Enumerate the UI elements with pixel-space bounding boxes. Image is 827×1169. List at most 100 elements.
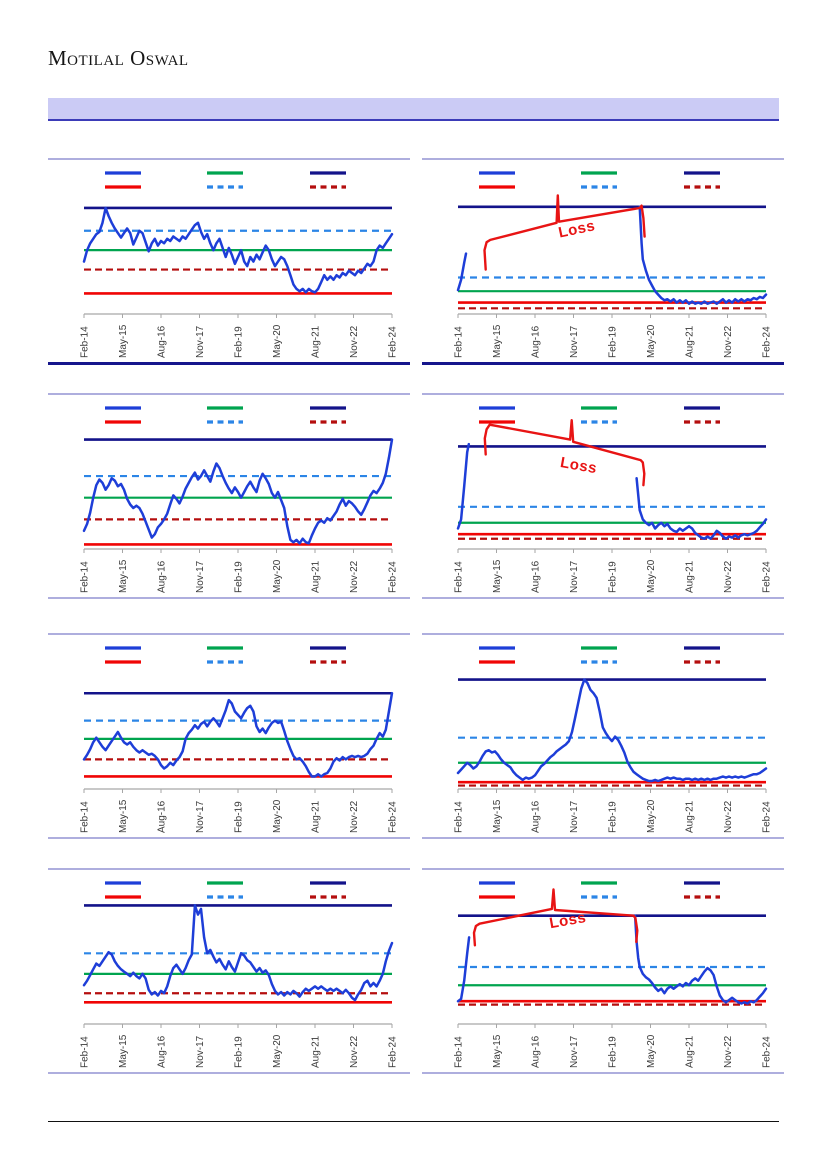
x-tick-label: Aug-16 — [157, 560, 168, 593]
chart-r1-right-plot: Feb-14 May-15 Aug-16 Nov-17 Feb-19 May-20 Aug-… — [454, 171, 773, 358]
chart-r4-left-plot: Feb-14 May-15 Aug-16 Nov-17 Feb-19 May-20 Aug-… — [80, 881, 399, 1068]
loss-label: Loss — [559, 454, 598, 477]
x-tick-label: Feb-19 — [608, 801, 619, 833]
x-tick-label: Aug-21 — [685, 800, 696, 833]
x-tick-label: May-15 — [118, 324, 129, 358]
x-tick-label: May-15 — [492, 324, 503, 358]
x-tick-label: Nov-17 — [569, 325, 580, 358]
x-tick-label: Nov-17 — [569, 1035, 580, 1068]
footer-divider — [48, 1121, 779, 1122]
x-tick-label: May-15 — [492, 799, 503, 833]
x-tick-label: May-20 — [272, 1034, 283, 1068]
x-tick-label: Nov-17 — [569, 560, 580, 593]
x-tick-label: Nov-22 — [723, 800, 734, 833]
x-tick-label: Feb-14 — [454, 1036, 465, 1068]
x-tick-label: Aug-16 — [531, 325, 542, 358]
x-tick-label: Nov-22 — [349, 800, 360, 833]
loss-brace — [472, 888, 639, 947]
x-tick-label: Feb-14 — [454, 326, 465, 358]
x-tick-label: Aug-16 — [531, 560, 542, 593]
x-tick-label: Feb-19 — [608, 1036, 619, 1068]
x-tick-label: Aug-16 — [531, 800, 542, 833]
x-tick-label: Nov-22 — [349, 1035, 360, 1068]
price-line — [456, 678, 768, 783]
x-tick-label: Feb-19 — [234, 326, 245, 358]
x-tick-label: May-15 — [118, 559, 129, 593]
x-tick-label: Nov-17 — [195, 800, 206, 833]
x-tick-label: Feb-19 — [608, 561, 619, 593]
chart-r4-right: Feb-14 May-15 Aug-16 Nov-17 Feb-19 May-20 Aug-… — [422, 868, 784, 1074]
price-line — [456, 205, 768, 305]
x-tick-label: Aug-21 — [311, 800, 322, 833]
x-tick-label: Nov-22 — [723, 560, 734, 593]
x-tick-label: Nov-17 — [195, 560, 206, 593]
chart-r4-left: Feb-14 May-15 Aug-16 Nov-17 Feb-19 May-20 Aug-… — [48, 868, 410, 1074]
x-tick-label: Aug-16 — [157, 325, 168, 358]
chart-r2-right-plot: Feb-14 May-15 Aug-16 Nov-17 Feb-19 May-20 Aug-… — [454, 406, 773, 593]
chart-r2-left-plot: Feb-14 May-15 Aug-16 Nov-17 Feb-19 May-20 Aug-… — [80, 406, 399, 593]
chart-r3-left-plot: Feb-14 May-15 Aug-16 Nov-17 Feb-19 May-20 Aug-… — [80, 646, 399, 833]
price-line — [82, 206, 394, 294]
x-tick-label: Feb-14 — [80, 801, 91, 833]
chart-r4-right-plot: Feb-14 May-15 Aug-16 Nov-17 Feb-19 May-20 Aug-… — [454, 881, 773, 1068]
x-tick-label: Nov-22 — [349, 560, 360, 593]
x-tick-label: Aug-21 — [685, 1035, 696, 1068]
x-tick-label: Nov-17 — [195, 325, 206, 358]
x-tick-label: May-20 — [272, 559, 283, 593]
x-tick-label: Aug-21 — [311, 560, 322, 593]
x-tick-label: Aug-21 — [685, 560, 696, 593]
x-tick-label: Nov-22 — [349, 325, 360, 358]
x-tick-label: Feb-19 — [234, 801, 245, 833]
price-line — [456, 914, 768, 1005]
x-tick-label: May-20 — [272, 799, 283, 833]
x-tick-label: May-15 — [118, 1034, 129, 1068]
loss-brace — [483, 194, 646, 271]
x-tick-label: Feb-14 — [454, 561, 465, 593]
x-tick-label: Aug-21 — [311, 1035, 322, 1068]
x-tick-label: Feb-24 — [762, 561, 773, 593]
chart-r2-left: Feb-14 May-15 Aug-16 Nov-17 Feb-19 May-20 Aug-… — [48, 393, 410, 599]
x-tick-label: Aug-21 — [311, 325, 322, 358]
x-tick-label: Aug-21 — [685, 325, 696, 358]
x-tick-label: Feb-19 — [234, 1036, 245, 1068]
x-tick-label: Feb-24 — [388, 326, 399, 358]
x-tick-label: May-20 — [272, 324, 283, 358]
section-banner — [48, 98, 779, 121]
price-line — [82, 904, 394, 1002]
x-tick-label: Feb-24 — [762, 1036, 773, 1068]
x-tick-label: Nov-17 — [569, 800, 580, 833]
x-tick-label: May-15 — [492, 1034, 503, 1068]
x-tick-label: Feb-14 — [80, 561, 91, 593]
x-tick-label: Feb-14 — [80, 1036, 91, 1068]
x-tick-label: Feb-19 — [608, 326, 619, 358]
chart-r1-left: Feb-14 May-15 Aug-16 Nov-17 Feb-19 May-20 Aug-… — [48, 158, 410, 365]
x-tick-label: Aug-16 — [157, 1035, 168, 1068]
price-line — [456, 442, 768, 540]
loss-brace — [483, 419, 646, 487]
x-tick-label: Nov-22 — [723, 325, 734, 358]
chart-r3-left: Feb-14 May-15 Aug-16 Nov-17 Feb-19 May-20 Aug-… — [48, 633, 410, 839]
chart-r2-right: Feb-14 May-15 Aug-16 Nov-17 Feb-19 May-20 Aug-… — [422, 393, 784, 599]
x-tick-label: Aug-16 — [531, 1035, 542, 1068]
x-tick-label: Feb-14 — [454, 801, 465, 833]
x-tick-label: Feb-24 — [762, 326, 773, 358]
chart-r1-right: Feb-14 May-15 Aug-16 Nov-17 Feb-19 May-20 Aug-… — [422, 158, 784, 365]
chart-r1-left-plot: Feb-14 May-15 Aug-16 Nov-17 Feb-19 May-20 Aug-… — [80, 171, 399, 358]
x-tick-label: Feb-14 — [80, 326, 91, 358]
x-tick-label: May-20 — [646, 799, 657, 833]
price-line — [82, 691, 394, 778]
x-tick-label: Nov-17 — [195, 1035, 206, 1068]
chart-r3-right: Feb-14 May-15 Aug-16 Nov-17 Feb-19 May-20 Aug-… — [422, 633, 784, 839]
x-tick-label: Feb-24 — [388, 1036, 399, 1068]
brand-logo: Motilal Oswal — [48, 46, 189, 70]
x-tick-label: Nov-22 — [723, 1035, 734, 1068]
x-tick-label: Feb-24 — [762, 801, 773, 833]
price-line — [82, 438, 394, 545]
x-tick-label: May-20 — [646, 559, 657, 593]
loss-label: Loss — [548, 909, 587, 932]
x-tick-label: May-15 — [118, 799, 129, 833]
x-tick-label: May-20 — [646, 1034, 657, 1068]
x-tick-label: May-20 — [646, 324, 657, 358]
